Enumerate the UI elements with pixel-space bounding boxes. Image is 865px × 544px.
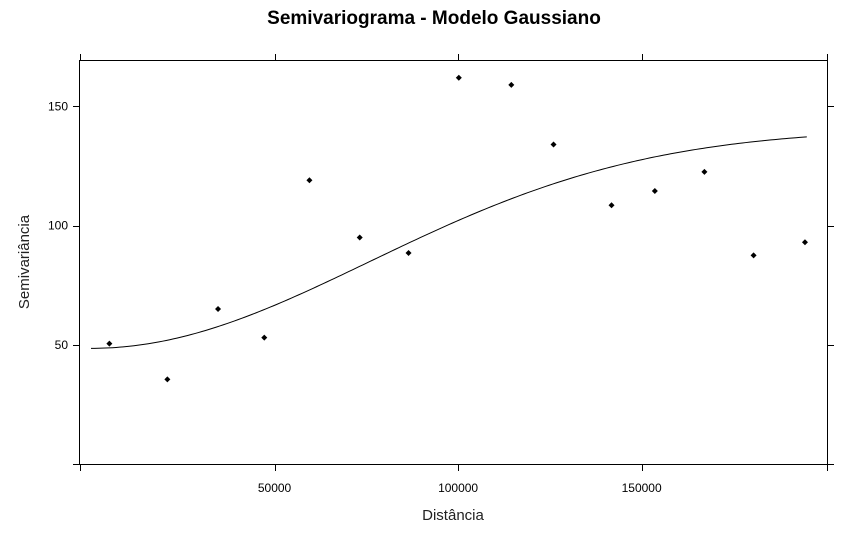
- y-tick-label: 50: [55, 338, 69, 352]
- data-point: [356, 234, 363, 241]
- plot-frame: [79, 60, 828, 465]
- chart-title: Semivariograma - Modelo Gaussiano: [267, 8, 601, 29]
- axis-tick-labels: 50000 100000 150000 50 100 150: [48, 99, 662, 495]
- data-point: [164, 376, 171, 383]
- data-point: [750, 252, 757, 259]
- y-tick-label: 150: [48, 99, 68, 113]
- data-point: [106, 340, 113, 347]
- data-point: [405, 249, 412, 256]
- data-point: [455, 74, 462, 81]
- x-tick-label: 150000: [622, 481, 662, 495]
- data-point: [801, 239, 808, 246]
- data-point: [306, 177, 313, 184]
- axis-ticks: [73, 54, 834, 471]
- data-point: [701, 168, 708, 175]
- y-tick-label: 100: [48, 219, 68, 233]
- data-point: [651, 187, 658, 194]
- x-axis-label: Distância: [422, 507, 484, 524]
- x-tick-label: 100000: [438, 481, 478, 495]
- y-axis-label: Semivariância: [16, 214, 33, 309]
- data-point: [550, 141, 557, 148]
- x-tick-label: 50000: [258, 481, 292, 495]
- data-point: [608, 202, 615, 209]
- gaussian-model-curve: [91, 136, 807, 349]
- data-point: [215, 306, 222, 312]
- data-points: [106, 74, 808, 383]
- data-point: [508, 81, 515, 88]
- data-point: [261, 334, 268, 341]
